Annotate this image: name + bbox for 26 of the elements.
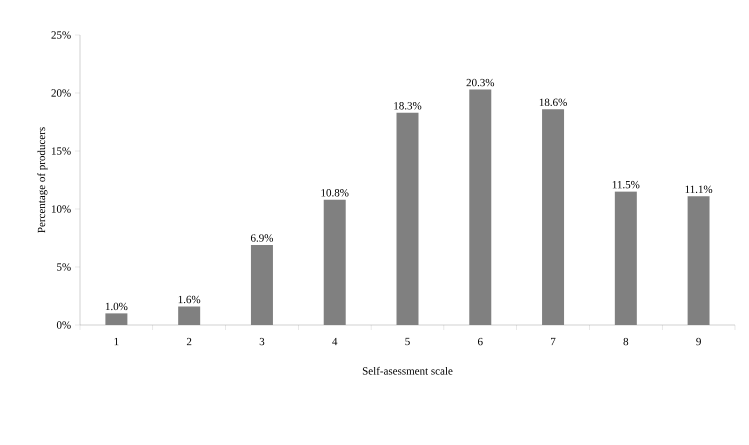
data-label: 1.0%: [106, 302, 128, 310]
y-tick-label: 0%: [56, 321, 71, 329]
x-tick-label: 5: [405, 338, 410, 346]
x-tick-label: 8: [624, 338, 628, 346]
y-tick-label: 25%: [51, 31, 71, 39]
x-tick-label: 2: [186, 338, 192, 346]
data-label: 11.1%: [686, 186, 712, 194]
data-label: 10.8%: [321, 189, 349, 197]
y-tick-label: 15%: [52, 147, 71, 155]
x-tick-label: 4: [332, 338, 338, 346]
data-label: 1.6%: [178, 296, 200, 304]
y-tick-label: 10%: [52, 205, 71, 213]
data-label: 6.9%: [250, 234, 274, 242]
data-label: 20.3%: [466, 78, 494, 86]
data-label: 18.6%: [540, 98, 567, 106]
y-tick-label: 5%: [57, 263, 71, 271]
x-tick-label: 6: [478, 338, 483, 346]
x-tick-label: 1: [114, 338, 118, 346]
y-tick-label: 20%: [51, 89, 71, 97]
data-label: 11.5%: [612, 180, 640, 188]
x-tick-label: 9: [696, 338, 701, 346]
x-axis-title: Self-asessment scale: [362, 366, 452, 375]
y-axis-title: Percentage of producers: [37, 127, 48, 233]
x-tick-label: 7: [551, 338, 556, 346]
x-tick-label: 3: [260, 338, 264, 346]
data-label: 18.3%: [394, 102, 422, 110]
